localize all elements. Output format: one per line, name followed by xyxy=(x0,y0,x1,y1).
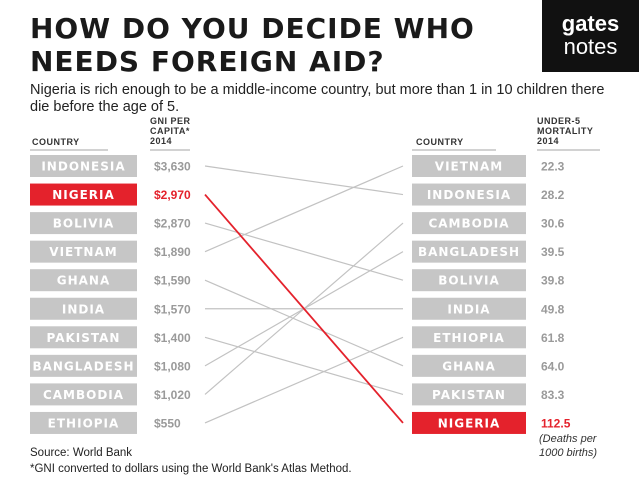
chart-title: HOW DO YOU DECIDE WHO NEEDS FOREIGN AID? xyxy=(30,12,475,78)
left-metric-header-line: CAPITA* xyxy=(150,126,190,136)
left-bar-ethiopia xyxy=(30,411,137,434)
right-country-label-ghana: GHANA xyxy=(442,359,496,373)
right-value-ghana: 64.0 xyxy=(541,359,565,373)
right-bar-bangladesh xyxy=(412,240,526,263)
connector-pakistan xyxy=(204,336,404,395)
left-column: INDONESIA $3,630 NIGERIA $2,970 BOLIVIA $2,87… xyxy=(30,155,191,434)
right-metric-header-line: UNDER-5 xyxy=(537,116,581,126)
right-value-bangladesh: 39.5 xyxy=(541,245,565,259)
units-note: (Deaths per 1000 births) xyxy=(539,433,598,459)
left-bar-india xyxy=(30,297,137,320)
logo-line-2: notes xyxy=(563,34,618,59)
right-value-bolivia: 39.8 xyxy=(541,274,565,288)
left-country-label-bolivia: BOLIVIA xyxy=(53,217,115,231)
footnote: *GNI converted to dollars using the Worl… xyxy=(30,463,352,475)
right-metric-header-line: 2014 xyxy=(537,136,559,146)
left-bar-bolivia xyxy=(30,212,137,235)
left-country-label-india: INDIA xyxy=(62,302,105,316)
right-country-label-nigeria: NIGERIA xyxy=(438,416,501,430)
right-value-indonesia: 28.2 xyxy=(541,188,565,202)
left-value-indonesia: $3,630 xyxy=(154,160,191,174)
right-value-ethiopia: 61.8 xyxy=(541,331,565,345)
right-country-label-indonesia: INDONESIA xyxy=(427,188,511,202)
chart-subtitle: Nigeria is rich enough to be a middle-in… xyxy=(30,82,605,115)
connector-lines xyxy=(204,165,404,424)
right-metric-header-line: MORTALITY xyxy=(537,126,593,136)
connector-indonesia xyxy=(204,165,404,196)
right-country-label-bangladesh: BANGLADESH xyxy=(418,245,520,259)
left-country-label-nigeria: NIGERIA xyxy=(52,188,115,202)
right-bar-ethiopia xyxy=(412,326,526,349)
right-country-label-india: INDIA xyxy=(447,302,490,316)
mortality-units-note: 1000 births) xyxy=(539,447,597,459)
left-value-nigeria: $2,970 xyxy=(154,188,191,202)
right-bar-vietnam xyxy=(412,155,526,177)
connector-nigeria xyxy=(204,193,404,424)
logo-line-1: gates xyxy=(561,11,620,36)
right-country-label-cambodia: CAMBODIA xyxy=(428,217,509,231)
connector-ghana xyxy=(204,279,404,367)
highlight-connector xyxy=(204,193,404,424)
left-country-label-vietnam: VIETNAM xyxy=(49,245,117,259)
left-value-bangladesh: $1,080 xyxy=(154,359,191,373)
left-value-cambodia: $1,020 xyxy=(154,388,191,402)
left-country-label-cambodia: CAMBODIA xyxy=(43,388,124,402)
left-bar-cambodia xyxy=(30,383,137,406)
right-country-label-pakistan: PAKISTAN xyxy=(432,388,506,402)
connector-ethiopia xyxy=(204,336,404,424)
left-country-label-pakistan: PAKISTAN xyxy=(47,331,121,345)
right-value-india: 49.8 xyxy=(541,302,565,316)
right-bar-indonesia xyxy=(412,183,526,206)
left-value-ethiopia: $550 xyxy=(154,416,181,430)
left-country-label-ghana: GHANA xyxy=(57,274,111,288)
source-note: Source: World Bank xyxy=(30,447,133,459)
left-bar-indonesia xyxy=(30,155,137,177)
left-value-bolivia: $2,870 xyxy=(154,217,191,231)
left-value-india: $1,570 xyxy=(154,302,191,316)
right-value-nigeria: 112.5 xyxy=(541,416,571,430)
right-country-label-ethiopia: ETHIOPIA xyxy=(433,331,505,345)
right-bar-india xyxy=(412,297,526,320)
left-country-header: COUNTRY xyxy=(32,137,80,147)
right-bar-bolivia xyxy=(412,269,526,292)
left-value-vietnam: $1,890 xyxy=(154,245,191,259)
right-country-header: COUNTRY xyxy=(416,137,464,147)
left-bar-pakistan xyxy=(30,326,137,349)
right-value-cambodia: 30.6 xyxy=(541,217,565,231)
left-country-label-indonesia: INDONESIA xyxy=(41,160,125,174)
right-column: VIETNAM 22.3 INDONESIA 28.2 CAMBODIA 30.6 BANG… xyxy=(412,155,571,434)
left-value-ghana: $1,590 xyxy=(154,274,191,288)
mortality-units-note: (Deaths per xyxy=(539,433,598,445)
right-bar-pakistan xyxy=(412,383,526,406)
left-country-label-bangladesh: BANGLADESH xyxy=(32,359,134,373)
right-value-vietnam: 22.3 xyxy=(541,160,565,174)
right-country-label-bolivia: BOLIVIA xyxy=(438,274,500,288)
left-bar-nigeria xyxy=(30,183,137,206)
left-metric-header-line: 2014 xyxy=(150,136,172,146)
left-bar-bangladesh xyxy=(30,354,137,377)
right-country-label-vietnam: VIETNAM xyxy=(435,160,503,174)
left-bar-ghana xyxy=(30,269,137,292)
left-country-label-ethiopia: ETHIOPIA xyxy=(48,416,120,430)
right-value-pakistan: 83.3 xyxy=(541,388,565,402)
left-bar-vietnam xyxy=(30,240,137,263)
right-bar-ghana xyxy=(412,354,526,377)
gates-notes-logo[interactable]: gates notes xyxy=(542,0,639,72)
left-metric-header-line: GNI PER xyxy=(150,116,191,126)
right-bar-nigeria xyxy=(412,411,526,434)
connector-vietnam xyxy=(204,165,404,253)
left-value-pakistan: $1,400 xyxy=(154,331,191,345)
right-bar-cambodia xyxy=(412,212,526,235)
connector-bolivia xyxy=(204,222,404,281)
